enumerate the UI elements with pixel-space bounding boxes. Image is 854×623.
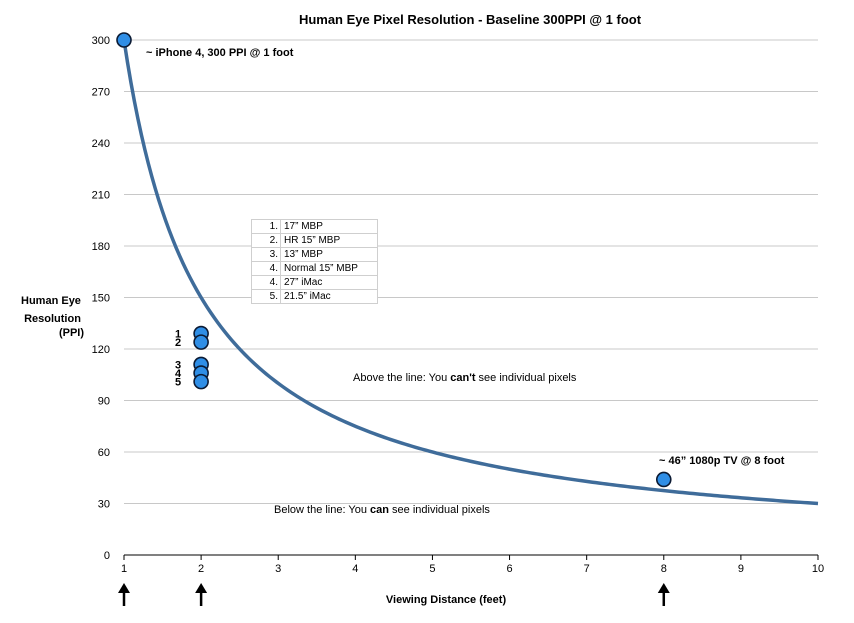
y-tick-label: 90 bbox=[98, 396, 110, 408]
y-axis-title-line-1: Human Eye bbox=[21, 295, 81, 307]
legend-name: 13” MBP bbox=[280, 247, 378, 262]
below-line-bold: can bbox=[370, 504, 389, 516]
x-tick-label: 10 bbox=[812, 563, 824, 575]
data-points: 12 345 bbox=[116, 32, 672, 488]
y-axis-title-line-3: (PPI) bbox=[59, 327, 84, 339]
legend-name: 21.5” iMac bbox=[280, 289, 378, 304]
chart-title: Human Eye Pixel Resolution - Baseline 30… bbox=[299, 12, 642, 27]
point-number-label: 4 bbox=[175, 368, 182, 380]
x-tick-label: 8 bbox=[661, 563, 667, 575]
legend-row: 2. HR 15” MBP bbox=[251, 233, 378, 248]
below-line-prefix: Below the line: You bbox=[274, 504, 370, 516]
y-tick-label: 210 bbox=[92, 190, 110, 202]
legend-row: 3. 13” MBP bbox=[251, 247, 378, 262]
legend-row: 1. 17” MBP bbox=[251, 219, 378, 234]
legend-name: Normal 15” MBP bbox=[280, 261, 378, 276]
y-tick-label: 120 bbox=[92, 344, 110, 356]
y-tick-label: 270 bbox=[92, 87, 110, 99]
x-tick-label: 4 bbox=[352, 563, 358, 575]
data-point bbox=[655, 471, 672, 488]
arrow-up-icon bbox=[657, 583, 670, 593]
legend-num: 3. bbox=[251, 247, 281, 262]
above-line-bold: can't bbox=[450, 372, 476, 384]
legend-row: 4. Normal 15” MBP bbox=[251, 261, 378, 276]
y-tick-labels: 0 30 60 90 120 150 180 210 240 270 300 bbox=[92, 35, 110, 562]
legend-row: 5. 21.5” iMac bbox=[251, 289, 378, 304]
legend-num: 4. bbox=[251, 275, 281, 290]
legend-name: 27” iMac bbox=[280, 275, 378, 290]
point-number-label: 3 bbox=[175, 359, 181, 371]
legend-num: 5. bbox=[251, 289, 281, 304]
x-tick-labels: 1 2 3 4 5 6 7 8 9 10 bbox=[121, 563, 824, 575]
arrow-up-icon bbox=[195, 583, 208, 593]
resolution-curve bbox=[122, 39, 819, 506]
y-axis-title-line-2: Resolution bbox=[24, 313, 81, 325]
y-tick-label: 240 bbox=[92, 138, 110, 150]
annotation-tv: ~ 46” 1080p TV @ 8 foot bbox=[659, 455, 785, 467]
data-point bbox=[116, 32, 132, 48]
legend-name: 17” MBP bbox=[280, 219, 378, 234]
y-tick-label: 150 bbox=[92, 293, 110, 305]
below-line-suffix: see individual pixels bbox=[389, 504, 490, 516]
x-tick-label: 7 bbox=[584, 563, 590, 575]
legend-name: HR 15” MBP bbox=[280, 233, 378, 248]
legend-table: 1. 17” MBP 2. HR 15” MBP 3. 13” MBP 4. Norma… bbox=[251, 219, 378, 304]
x-tick-label: 1 bbox=[121, 563, 127, 575]
legend-num: 4. bbox=[251, 261, 281, 276]
x-tick-label: 5 bbox=[429, 563, 435, 575]
x-tick-label: 3 bbox=[275, 563, 281, 575]
y-tick-label: 180 bbox=[92, 241, 110, 253]
y-tick-label: 60 bbox=[98, 447, 110, 459]
above-line-suffix: see individual pixels bbox=[475, 372, 576, 384]
annotation-below-line: Below the line: You can see individual p… bbox=[274, 504, 490, 516]
point-number-label: 5 bbox=[175, 377, 181, 389]
legend-row: 4. 27” iMac bbox=[251, 275, 378, 290]
y-tick-label: 0 bbox=[104, 550, 110, 562]
point-number-label: 1 bbox=[175, 329, 181, 341]
legend-num: 2. bbox=[251, 233, 281, 248]
arrow-up-icon bbox=[118, 583, 130, 593]
point-number-label: 2 bbox=[175, 337, 181, 349]
x-tick-label: 6 bbox=[506, 563, 512, 575]
annotation-above-line: Above the line: You can't see individual… bbox=[353, 372, 577, 384]
x-tick-label: 9 bbox=[738, 563, 744, 575]
legend-num: 1. bbox=[251, 219, 281, 234]
grid-lines bbox=[124, 39, 818, 504]
x-tick-label: 2 bbox=[198, 563, 204, 575]
x-axis bbox=[123, 554, 819, 560]
distance-arrows bbox=[118, 583, 670, 606]
data-point bbox=[193, 373, 209, 390]
data-point bbox=[193, 334, 209, 350]
y-tick-label: 300 bbox=[92, 35, 110, 47]
above-line-prefix: Above the line: You bbox=[353, 372, 450, 384]
y-axis-title: Human Eye Resolution (PPI) bbox=[21, 295, 84, 339]
y-tick-label: 30 bbox=[98, 499, 110, 511]
annotation-iphone: ~ iPhone 4, 300 PPI @ 1 foot bbox=[146, 47, 294, 59]
x-axis-title: Viewing Distance (feet) bbox=[386, 594, 507, 606]
